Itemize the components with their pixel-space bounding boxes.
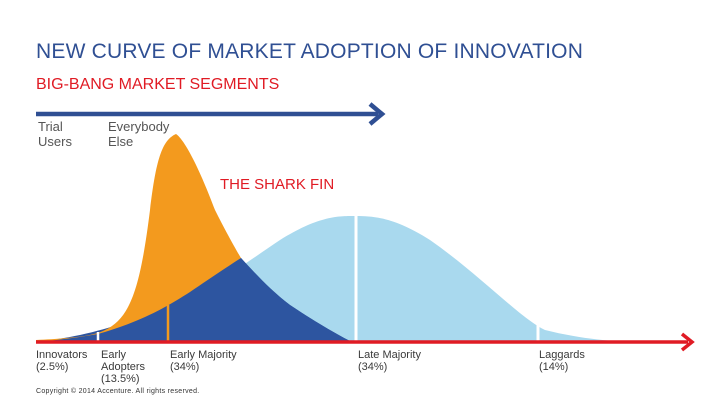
category-pct: (14%)	[539, 361, 569, 373]
category-pct: (34%)	[170, 361, 200, 373]
shark-fin-label: THE SHARK FIN	[220, 176, 335, 193]
overlap-area-front	[98, 258, 352, 342]
category-pct: (2.5%)	[36, 361, 69, 373]
copyright-notice: Copyright © 2014 Accenture. All rights r…	[36, 388, 200, 395]
category-name: Laggards	[539, 349, 585, 361]
category-innovators: Innovators (2.5%)	[36, 349, 87, 373]
segment-label-everybody-else: Everybody Else	[108, 119, 170, 149]
category-pct: (13.5%)	[101, 373, 140, 385]
page-title: NEW CURVE OF MARKET ADOPTION OF INNOVATI…	[36, 40, 584, 63]
category-early-majority: Early Majority (34%)	[170, 349, 237, 373]
category-pct: (34%)	[358, 361, 388, 373]
category-name: Early Majority	[170, 349, 237, 361]
category-late-majority: Late Majority (34%)	[358, 349, 421, 373]
baseline-arrow-head	[680, 332, 695, 352]
segment-arrow-head	[368, 102, 386, 126]
category-name: Innovators	[36, 349, 88, 361]
category-early-adopters: Early Adopters (13.5%)	[101, 349, 145, 385]
category-name: Late Majority	[358, 349, 421, 361]
segment-label-trial-users: Trial Users	[38, 119, 72, 149]
shark-fin-area	[36, 134, 241, 342]
category-name: Early Adopters	[101, 349, 146, 373]
category-laggards: Laggards (14%)	[539, 349, 585, 373]
page-subtitle: BIG-BANG MARKET SEGMENTS	[36, 76, 280, 93]
